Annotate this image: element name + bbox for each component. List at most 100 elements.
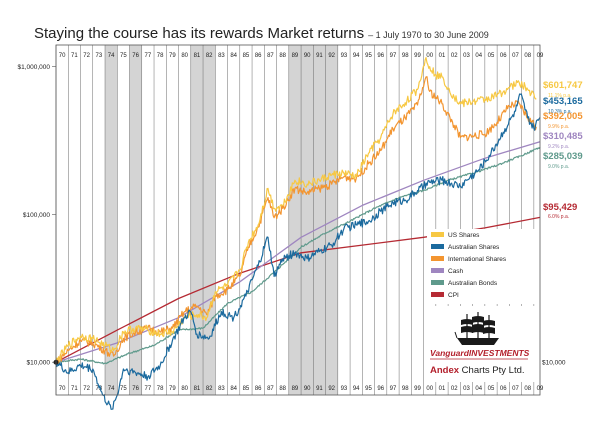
year-label: 74 xyxy=(108,53,115,59)
year-label: 08 xyxy=(524,386,531,392)
year-label: 94 xyxy=(353,53,360,59)
year-label: 96 xyxy=(377,53,384,59)
year-label: 04 xyxy=(475,53,482,59)
year-label: 74 xyxy=(108,386,115,392)
end-rate-label: 6.0% p.a. xyxy=(548,214,569,220)
legend-label: Australian Bonds xyxy=(448,280,498,287)
legend-label: Australian Shares xyxy=(448,244,500,251)
year-label: 77 xyxy=(145,53,152,59)
year-label: 05 xyxy=(488,386,495,392)
legend-swatch xyxy=(431,256,444,261)
year-label: 94 xyxy=(353,386,360,392)
year-label: 76 xyxy=(132,53,139,59)
end-value-label: $392,005 xyxy=(543,111,583,122)
year-label: 79 xyxy=(169,53,176,59)
year-label: 93 xyxy=(341,386,348,392)
year-label: 05 xyxy=(488,53,495,59)
year-label: 81 xyxy=(194,386,201,392)
series-line xyxy=(55,146,541,365)
year-label: 84 xyxy=(230,53,237,59)
y-tick-label: $10,000 xyxy=(27,360,51,367)
end-rate-label: 9.0% p.a. xyxy=(548,164,569,170)
right-tick-label: $10,000 xyxy=(542,360,566,367)
year-label: 75 xyxy=(120,53,127,59)
year-label: 93 xyxy=(341,53,348,59)
end-value-label: $601,747 xyxy=(543,80,583,91)
year-label: 90 xyxy=(304,386,311,392)
year-label: 00 xyxy=(426,53,433,59)
year-label: 78 xyxy=(157,53,164,59)
legend-label: US Shares xyxy=(448,232,480,239)
shaded-periods xyxy=(105,45,338,395)
legend-swatch xyxy=(431,244,444,249)
year-label: 75 xyxy=(120,386,127,392)
year-label: 84 xyxy=(230,386,237,392)
end-value-label: $285,039 xyxy=(543,151,583,162)
year-label: 71 xyxy=(71,53,78,59)
year-label: 96 xyxy=(377,386,384,392)
year-label: 07 xyxy=(512,386,519,392)
year-label: 81 xyxy=(194,53,201,59)
year-label: 82 xyxy=(206,53,213,59)
year-label: 03 xyxy=(463,386,470,392)
year-label: 73 xyxy=(96,53,103,59)
chart-title-main: Staying the course has its rewards Marke… xyxy=(34,25,364,42)
legend-swatch xyxy=(431,292,444,297)
andex-logo-text: Andex Charts Pty Ltd. xyxy=(430,365,525,376)
year-label: 89 xyxy=(292,386,299,392)
andex-rest: Charts Pty Ltd. xyxy=(459,365,524,376)
series-line xyxy=(55,93,541,410)
year-label: 01 xyxy=(439,386,446,392)
legend-label: CPI xyxy=(448,292,459,299)
year-label: 77 xyxy=(145,386,152,392)
year-label: 02 xyxy=(451,53,458,59)
end-rate-label: 9.2% p.a. xyxy=(548,144,569,150)
end-value-label: $453,165 xyxy=(543,96,583,107)
series-line xyxy=(55,141,541,363)
year-label: 98 xyxy=(402,386,409,392)
year-label: 04 xyxy=(475,386,482,392)
end-rate-label: 9.9% p.a. xyxy=(548,124,569,130)
legend-label: Cash xyxy=(448,268,464,275)
year-label: 97 xyxy=(390,53,397,59)
year-label: 01 xyxy=(439,53,446,59)
andex-bold: Andex xyxy=(430,365,460,376)
year-label: 03 xyxy=(463,53,470,59)
legend-label: International Shares xyxy=(448,256,507,263)
year-label: 92 xyxy=(328,386,335,392)
year-label: 06 xyxy=(500,386,507,392)
end-value-label: $95,429 xyxy=(543,202,577,213)
year-label: 71 xyxy=(71,386,78,392)
year-label: 78 xyxy=(157,386,164,392)
legend-swatch xyxy=(431,268,444,273)
chart-title: Staying the course has its rewards Marke… xyxy=(34,25,489,42)
legend-box xyxy=(427,229,542,304)
year-label: 83 xyxy=(218,386,225,392)
y-tick-label: $100,000 xyxy=(23,212,50,219)
year-label: 80 xyxy=(181,386,188,392)
year-label: 06 xyxy=(500,53,507,59)
plot-frame xyxy=(55,44,541,396)
year-label: 99 xyxy=(414,386,421,392)
year-label: 82 xyxy=(206,386,213,392)
shaded-period xyxy=(129,45,142,395)
year-label: 76 xyxy=(132,386,139,392)
year-label: 91 xyxy=(316,386,323,392)
vanguard-logo-text: VanguardINVESTMENTS xyxy=(430,348,530,358)
year-label: 98 xyxy=(402,53,409,59)
year-label: 88 xyxy=(279,386,286,392)
year-label: 89 xyxy=(292,53,299,59)
year-label: 86 xyxy=(255,53,262,59)
year-label: 08 xyxy=(524,53,531,59)
year-label: 92 xyxy=(328,53,335,59)
legend: US Shares Australian Shares International … xyxy=(427,229,542,304)
year-label: 86 xyxy=(255,386,262,392)
end-rate-label: 11.1% p.a. xyxy=(548,93,572,99)
year-label: 70 xyxy=(59,386,66,392)
series-line xyxy=(55,57,537,363)
year-label: 88 xyxy=(279,53,286,59)
year-label: 79 xyxy=(169,386,176,392)
series-line xyxy=(55,76,537,364)
branding: VanguardINVESTMENTS Andex Charts Pty Ltd… xyxy=(427,306,542,382)
year-labels-top: 70 71 72 73 74 75 76 77 78 79 80 81 82 83 84 85 86 87 88 89… xyxy=(59,53,544,59)
